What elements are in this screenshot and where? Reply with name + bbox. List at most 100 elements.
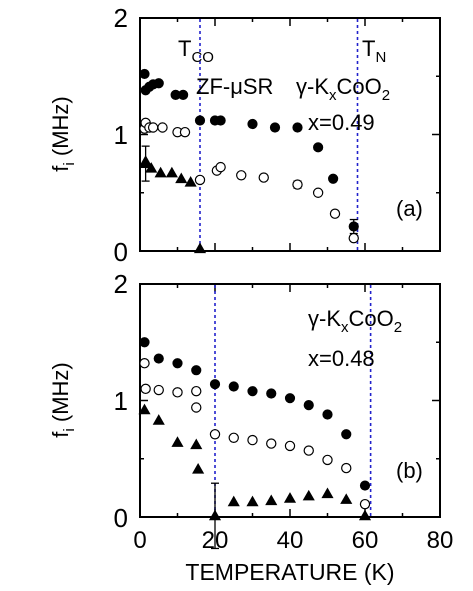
marker-open-circle — [191, 402, 202, 413]
panel-b-xtick-40: 40 — [277, 527, 304, 554]
panel-b-ticks — [139, 283, 441, 518]
panel-a-ylabel-sub: i — [61, 162, 78, 165]
marker-open-circle — [153, 384, 164, 396]
marker-open-circle — [348, 232, 359, 244]
annotation-tco-sub: CO — [191, 49, 214, 66]
marker-filled-triangle — [138, 403, 151, 415]
marker-filled-circle — [194, 115, 206, 126]
panel-b-xtick-0: 0 — [133, 527, 146, 554]
panel-a-ylabel-unit: (MHz) — [48, 96, 73, 162]
annotation-composition-a: x=0.49 — [308, 110, 375, 135]
marker-filled-triangle — [358, 509, 372, 521]
marker-filled-triangle — [175, 172, 188, 184]
marker-filled-triangle — [184, 176, 197, 187]
marker-filled-circle — [322, 409, 333, 420]
annotation-tn: TN — [362, 36, 386, 66]
formula-b-part2: x — [341, 319, 349, 336]
marker-open-circle — [139, 358, 150, 369]
x-axis-label: TEMPERATURE (K) — [185, 559, 394, 585]
marker-open-circle — [147, 122, 159, 133]
marker-filled-circle — [139, 68, 150, 80]
marker-open-circle — [359, 498, 371, 510]
formula-a-part4: 2 — [382, 87, 390, 104]
panel-b-ylabel-sub: i — [61, 428, 78, 431]
marker-filled-triangle — [165, 166, 178, 178]
annotation-method: ZF-μSR — [196, 74, 273, 99]
marker-filled-triangle — [190, 438, 203, 450]
panel-b-ylabel-unit: (MHz) — [48, 362, 73, 428]
annotation-tco: TCO — [178, 36, 214, 66]
marker-filled-circle — [191, 365, 202, 376]
marker-filled-triangle — [193, 242, 207, 254]
marker-filled-circle — [284, 393, 296, 404]
marker-open-circle — [194, 174, 206, 186]
marker-filled-circle — [215, 115, 226, 126]
formula-b-part4: 2 — [394, 319, 402, 336]
panel-a-marks — [139, 68, 359, 254]
annotation-tco-main: T — [178, 36, 191, 61]
marker-filled-triangle — [321, 487, 334, 499]
marker-filled-triangle — [171, 436, 184, 447]
marker-open-circle — [140, 383, 151, 395]
marker-open-circle — [247, 434, 258, 446]
panel-b-marks — [138, 337, 372, 550]
annotation-formula-b: γ-KxCoO2 — [308, 306, 402, 336]
panel-a-ticks — [139, 17, 441, 252]
marker-filled-circle — [292, 122, 303, 133]
marker-open-circle — [157, 122, 168, 133]
marker-open-circle — [179, 126, 191, 138]
annotation-composition-b: x=0.48 — [308, 346, 375, 371]
marker-open-circle — [209, 429, 221, 440]
marker-filled-circle — [313, 142, 324, 153]
panel-label-b: (b) — [396, 458, 423, 483]
marker-filled-circle — [247, 386, 258, 397]
marker-filled-circle — [269, 122, 281, 133]
marker-open-circle — [236, 170, 247, 181]
marker-filled-circle — [341, 429, 352, 440]
marker-filled-triangle — [139, 155, 152, 166]
marker-filled-triangle — [283, 492, 297, 503]
panel-b-ytick-1: 1 — [114, 386, 128, 416]
formula-a-part3: CoO — [337, 74, 382, 99]
panel-a-ytick-0: 0 — [114, 237, 128, 267]
marker-open-circle — [284, 440, 296, 452]
marker-filled-circle — [359, 480, 371, 491]
panel-a-ytick-1: 1 — [114, 120, 128, 150]
annotation-tn-sub: N — [375, 49, 386, 66]
marker-filled-circle — [153, 78, 164, 89]
panel-b: 0 1 2 0 20 40 60 80 fi (MHz) TEMPERATURE… — [48, 269, 453, 585]
marker-filled-circle — [303, 400, 314, 411]
marker-filled-triangle — [145, 162, 158, 173]
marker-filled-circle — [139, 337, 150, 348]
marker-filled-circle — [348, 221, 359, 232]
marker-filled-circle — [228, 381, 239, 392]
marker-filled-circle — [178, 89, 189, 100]
panel-a-ylabel: fi (MHz) — [48, 96, 78, 171]
panel-a-ytick-2: 2 — [114, 3, 128, 33]
marker-open-circle — [303, 445, 314, 456]
marker-filled-triangle — [340, 493, 353, 504]
marker-filled-circle — [328, 173, 339, 184]
marker-open-circle — [228, 432, 239, 443]
marker-filled-triangle — [246, 495, 259, 507]
panel-b-xtick-20: 20 — [202, 527, 229, 554]
formula-b-part3: CoO — [349, 306, 394, 331]
marker-filled-triangle — [208, 509, 222, 521]
marker-open-circle — [266, 438, 277, 449]
marker-open-circle — [215, 161, 226, 173]
formula-a-part1: γ-K — [296, 74, 329, 99]
marker-open-circle — [329, 208, 341, 219]
marker-filled-circle — [209, 379, 221, 390]
marker-open-circle — [172, 387, 183, 398]
marker-filled-circle — [172, 358, 183, 369]
formula-b-part1: γ-K — [308, 306, 341, 331]
panel-label-a: (a) — [396, 196, 423, 221]
panel-b-ytick-0: 0 — [114, 503, 128, 533]
marker-filled-triangle — [192, 463, 205, 474]
panel-b-ylabel: fi (MHz) — [48, 362, 78, 437]
marker-open-circle — [292, 179, 303, 190]
panel-a-ylabel-main: f — [48, 165, 73, 172]
panel-b-ylabel-main: f — [48, 431, 73, 438]
marker-filled-triangle — [227, 495, 240, 507]
